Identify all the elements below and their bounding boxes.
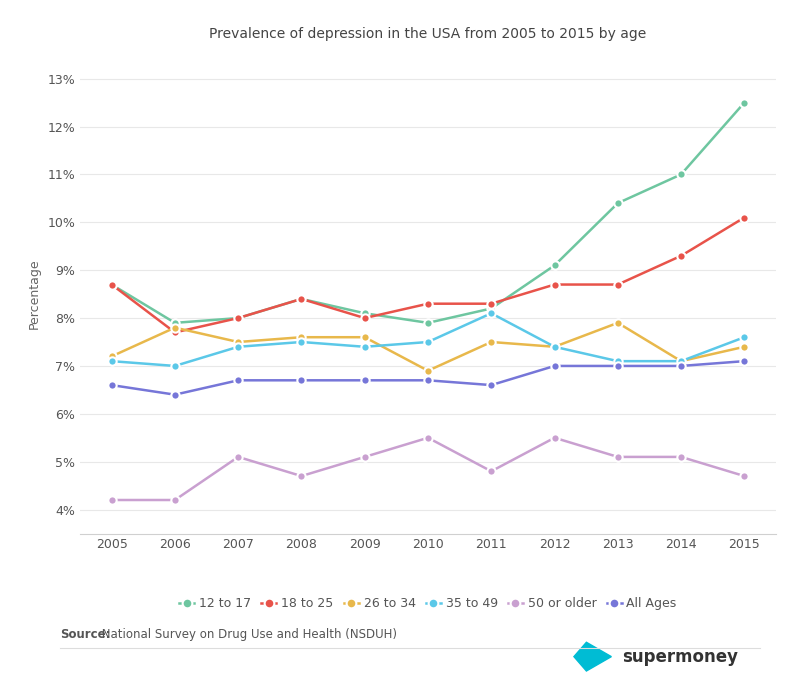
Text: National Survey on Drug Use and Health (NSDUH): National Survey on Drug Use and Health (… <box>98 628 398 642</box>
Legend: 12 to 17, 18 to 25, 26 to 34, 35 to 49, 50 or older, All Ages: 12 to 17, 18 to 25, 26 to 34, 35 to 49, … <box>174 592 682 616</box>
Title: Prevalence of depression in the USA from 2005 to 2015 by age: Prevalence of depression in the USA from… <box>210 27 646 41</box>
Polygon shape <box>574 642 611 671</box>
Y-axis label: Percentage: Percentage <box>27 259 40 330</box>
Text: supermoney: supermoney <box>622 648 738 666</box>
Text: Source:: Source: <box>60 628 110 642</box>
